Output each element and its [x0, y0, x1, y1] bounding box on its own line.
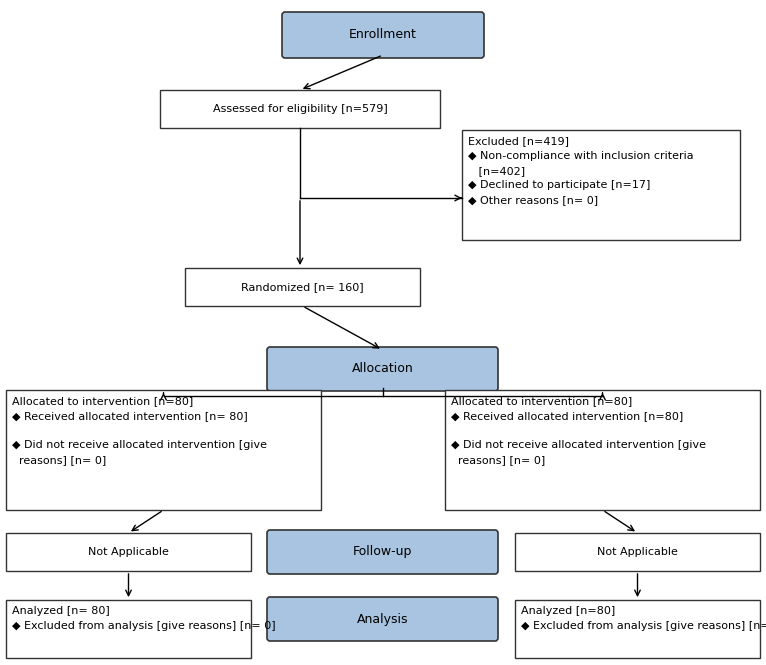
Text: Randomized [n= 160]: Randomized [n= 160] [241, 282, 364, 292]
FancyBboxPatch shape [515, 533, 760, 571]
FancyBboxPatch shape [282, 12, 484, 58]
Text: Excluded [n=419]
◆ Non-compliance with inclusion criteria
   [n=402]
◆ Declined : Excluded [n=419] ◆ Non-compliance with i… [468, 136, 694, 205]
FancyBboxPatch shape [6, 390, 321, 510]
Text: Allocated to intervention [n=80]
◆ Received allocated intervention [n= 80]

◆ Di: Allocated to intervention [n=80] ◆ Recei… [12, 396, 267, 465]
Text: Analysis: Analysis [357, 612, 408, 626]
FancyBboxPatch shape [160, 90, 440, 128]
FancyBboxPatch shape [267, 597, 498, 641]
FancyBboxPatch shape [185, 268, 420, 306]
Text: Analyzed [n=80]
◆ Excluded from analysis [give reasons] [n=0]: Analyzed [n=80] ◆ Excluded from analysis… [521, 606, 766, 631]
FancyBboxPatch shape [445, 390, 760, 510]
Text: Follow-up: Follow-up [353, 545, 412, 559]
FancyBboxPatch shape [6, 533, 251, 571]
Text: Analyzed [n= 80]
◆ Excluded from analysis [give reasons] [n= 0]: Analyzed [n= 80] ◆ Excluded from analysi… [12, 606, 276, 631]
FancyBboxPatch shape [6, 600, 251, 658]
Text: Not Applicable: Not Applicable [597, 547, 678, 557]
FancyBboxPatch shape [515, 600, 760, 658]
FancyBboxPatch shape [267, 347, 498, 391]
Text: Not Applicable: Not Applicable [88, 547, 169, 557]
Text: Allocated to intervention [n=80]
◆ Received allocated intervention [n=80]

◆ Did: Allocated to intervention [n=80] ◆ Recei… [451, 396, 706, 465]
FancyBboxPatch shape [462, 130, 740, 240]
Text: Assessed for eligibility [n=579]: Assessed for eligibility [n=579] [213, 104, 388, 114]
FancyBboxPatch shape [267, 530, 498, 574]
Text: Enrollment: Enrollment [349, 29, 417, 41]
Text: Allocation: Allocation [352, 362, 414, 376]
